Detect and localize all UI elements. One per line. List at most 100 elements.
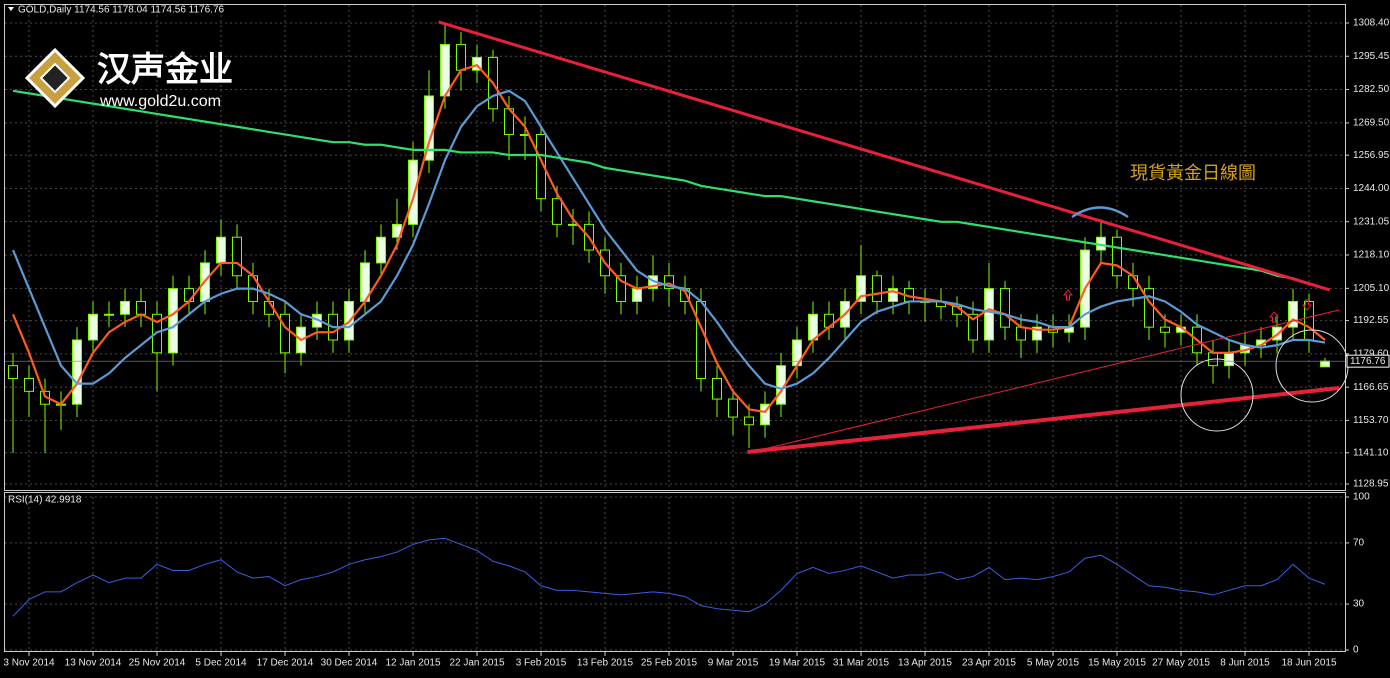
y-tick-label: 1153.70 [1353, 415, 1389, 426]
candle-body [456, 44, 466, 71]
candle-body [984, 288, 994, 341]
logo-url: www.gold2u.com [99, 93, 221, 110]
y-tick-label: 0 [1353, 645, 1359, 656]
logo: 汉声金业 www.gold2u.com [24, 47, 233, 110]
candle-body [120, 300, 130, 315]
x-tick-label: 12 Jan 2015 [385, 658, 440, 669]
y-tick-label: 1218.10 [1353, 250, 1390, 261]
candle-body [968, 313, 978, 341]
x-tick-label: 17 Dec 2014 [257, 658, 314, 669]
chart-header: GOLD,Daily 1174.56 1178.04 1174.56 1176.… [18, 5, 225, 16]
x-tick-label: 3 Feb 2015 [516, 658, 567, 669]
x-tick-label: 13 Apr 2015 [898, 658, 952, 669]
y-tick-label: 1256.95 [1353, 150, 1390, 161]
y-tick-label: 1128.95 [1353, 479, 1389, 490]
y-tick-label: 1269.50 [1353, 118, 1390, 129]
main-panel-frame [4, 4, 1346, 491]
candle-body [280, 313, 290, 354]
y-tick-label: 1308.40 [1353, 18, 1390, 29]
candle-body [552, 198, 562, 225]
x-tick-label: 3 Nov 2014 [3, 658, 55, 669]
x-tick-label: 22 Jan 2015 [449, 658, 504, 669]
x-tick-label: 13 Feb 2015 [577, 658, 634, 669]
x-tick-label: 15 May 2015 [1088, 658, 1146, 669]
x-tick-label: 13 Nov 2014 [65, 658, 122, 669]
candle-body [440, 44, 450, 97]
x-tick-label: 8 Jun 2015 [1220, 658, 1270, 669]
y-tick-label: 1179.60 [1353, 348, 1389, 359]
candle-body [408, 159, 418, 225]
annotation: 現貨黃金日線圖 [1130, 163, 1256, 183]
candle-body [888, 288, 898, 302]
y-tick-label: 30 [1353, 599, 1365, 610]
line-series [12, 89, 1326, 290]
candle-body [8, 365, 18, 380]
y-tick-label: 1282.50 [1353, 84, 1390, 95]
candle-body [856, 275, 866, 302]
last-price-label: 1176.76 [1350, 356, 1386, 367]
candle-body [760, 403, 770, 426]
x-tick-label: 25 Feb 2015 [641, 658, 698, 669]
line-series [12, 537, 1326, 617]
candle-body [712, 378, 722, 400]
x-tick-label: 18 Jun 2015 [1281, 658, 1336, 669]
x-tick-label: 25 Nov 2014 [129, 658, 186, 669]
highlight-circle [1180, 358, 1254, 432]
trend-line [747, 386, 1340, 454]
candle-body [104, 313, 114, 316]
x-tick-label: 23 Apr 2015 [962, 658, 1016, 669]
down-arrow [1301, 299, 1313, 311]
x-tick-label: 5 May 2015 [1027, 658, 1080, 669]
candle-body [232, 236, 242, 277]
candle-body [616, 275, 626, 302]
y-tick-label: 1244.00 [1353, 183, 1390, 194]
x-tick-label: 5 Dec 2014 [195, 658, 247, 669]
candle-body [72, 339, 82, 405]
candle-body [1224, 352, 1234, 367]
line-series [11, 89, 1326, 390]
x-tick-label: 9 Mar 2015 [708, 658, 759, 669]
y-tick-label: 1141.10 [1353, 447, 1389, 458]
candle-body [376, 236, 386, 264]
line-series [11, 63, 1326, 414]
candle-body [1160, 326, 1170, 333]
candle-body [136, 300, 146, 315]
candle-body [568, 223, 578, 226]
candle-body [728, 398, 738, 418]
x-tick-label: 30 Dec 2014 [321, 658, 378, 669]
candle-body [1288, 300, 1298, 328]
candle-body [88, 313, 98, 341]
trend-line [760, 309, 1340, 451]
up-arrow [1062, 289, 1074, 301]
last-price-box [1346, 354, 1390, 368]
candle-body [1320, 360, 1330, 368]
menu-triangle [8, 7, 14, 11]
y-tick-label: 1231.05 [1353, 216, 1390, 227]
candle-body [872, 275, 882, 302]
candle-body [184, 288, 194, 302]
logo-name: 汉声金业 [97, 50, 233, 89]
x-tick-label: 27 May 2015 [1152, 658, 1210, 669]
y-tick-label: 1205.10 [1353, 283, 1390, 294]
y-tick-label: 100 [1353, 492, 1370, 503]
candle-body [1032, 326, 1042, 341]
logo-diamond-inner [39, 62, 71, 94]
candle-body [168, 288, 178, 354]
candle-body [1000, 288, 1010, 328]
x-tick-label: 31 Mar 2015 [833, 658, 890, 669]
candle-body [24, 378, 34, 392]
up-arrow [1268, 311, 1280, 323]
y-tick-label: 1166.65 [1353, 382, 1389, 393]
candle-body [536, 133, 546, 200]
rsi-header: RSI(14) 42.9918 [8, 495, 82, 506]
y-tick-label: 1295.45 [1353, 51, 1390, 62]
candle-body [664, 275, 674, 290]
rsi-panel-frame [4, 492, 1346, 652]
y-tick-label: 70 [1353, 538, 1365, 549]
candle-body [696, 300, 706, 380]
candle-body [216, 236, 226, 264]
candle-body [632, 288, 642, 302]
y-tick-label: 1192.55 [1353, 315, 1389, 326]
